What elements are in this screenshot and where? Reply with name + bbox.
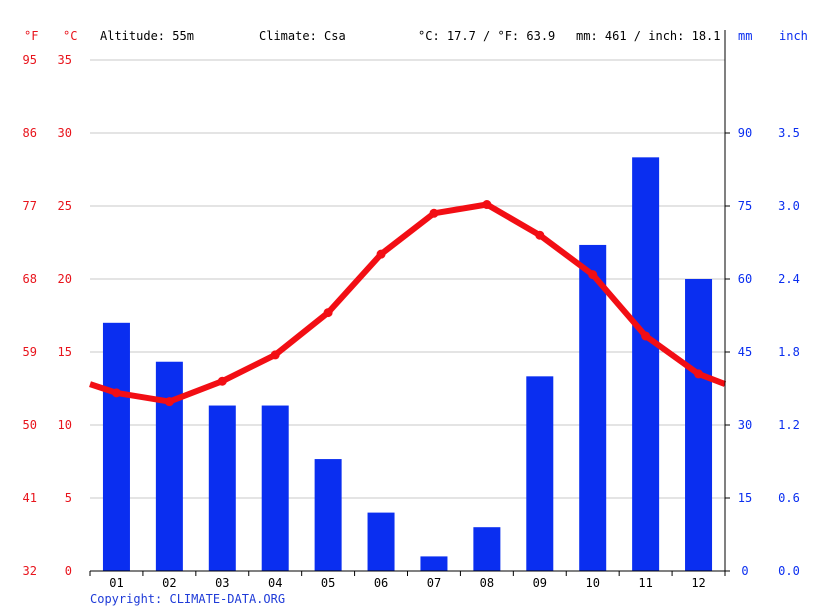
month-tick-label: 04 — [268, 576, 282, 590]
temperature-point — [694, 369, 704, 379]
temperature-point — [588, 270, 598, 280]
fahrenheit-tick-label: 68 — [23, 272, 37, 286]
temperature-point — [164, 397, 174, 407]
precipitation-bar — [420, 556, 448, 571]
axes — [89, 30, 730, 576]
celsius-tick-label: 30 — [58, 126, 72, 140]
precipitation-bar — [155, 361, 183, 571]
month-tick-label: 11 — [638, 576, 652, 590]
celsius-tick-label: 35 — [58, 53, 72, 67]
precipitation-bar — [102, 322, 130, 571]
precipitation-bar — [473, 527, 501, 571]
celsius-tick-label: 15 — [58, 345, 72, 359]
fahrenheit-tick-label: 77 — [23, 199, 37, 213]
celsius-tick-label: 5 — [65, 491, 72, 505]
month-tick-label: 06 — [374, 576, 388, 590]
unit-fahrenheit-label: °F — [24, 29, 38, 43]
celsius-tick-label: 25 — [58, 199, 72, 213]
mm-tick-label: 45 — [738, 345, 752, 359]
unit-celsius-label: °C — [63, 29, 77, 43]
mm-tick-label: 30 — [738, 418, 752, 432]
axis-labels: 0 32 5 41 10 50 15 59 20 68 25 77 30 86 35 95 0 0.0 15 0.6 3… — [23, 53, 800, 590]
mm-tick-label: 15 — [738, 491, 752, 505]
month-tick-label: 08 — [480, 576, 494, 590]
month-tick-label: 05 — [321, 576, 335, 590]
precipitation-total-label: mm: 461 / inch: 18.1 — [576, 29, 721, 43]
temperature-point — [270, 350, 280, 360]
copyright-label: Copyright: CLIMATE-DATA.ORG — [90, 592, 285, 606]
fahrenheit-tick-label: 86 — [23, 126, 37, 140]
precipitation-bar — [579, 244, 607, 571]
month-tick-label: 01 — [109, 576, 123, 590]
precipitation-bar — [367, 512, 395, 571]
altitude-label: Altitude: 55m — [100, 29, 194, 43]
inch-tick-label: 2.4 — [778, 272, 800, 286]
temperature-point — [376, 249, 386, 259]
fahrenheit-tick-label: 95 — [23, 53, 37, 67]
climate-label: Climate: Csa — [259, 29, 346, 43]
precipitation-bar — [314, 459, 342, 571]
precipitation-bars — [102, 157, 713, 572]
precipitation-bar — [632, 157, 660, 572]
temperature-series-line — [89, 201, 727, 405]
fahrenheit-tick-label: 32 — [23, 564, 37, 578]
month-tick-label: 07 — [427, 576, 441, 590]
temperature-point — [429, 208, 439, 218]
temperature-point — [482, 200, 492, 210]
inch-tick-label: 3.0 — [778, 199, 800, 213]
inch-tick-label: 0.6 — [778, 491, 800, 505]
temperature-point — [641, 331, 651, 341]
fahrenheit-tick-label: 41 — [23, 491, 37, 505]
month-tick-label: 09 — [533, 576, 547, 590]
mm-tick-label: 90 — [738, 126, 752, 140]
month-tick-label: 10 — [585, 576, 599, 590]
mm-tick-label: 60 — [738, 272, 752, 286]
inch-tick-label: 1.2 — [778, 418, 800, 432]
inch-tick-label: 0.0 — [778, 564, 800, 578]
inch-tick-label: 3.5 — [778, 126, 800, 140]
month-tick-label: 12 — [691, 576, 705, 590]
precipitation-bar — [208, 405, 236, 571]
temperature-average-label: °C: 17.7 / °F: 63.9 — [418, 29, 555, 43]
fahrenheit-tick-label: 50 — [23, 418, 37, 432]
grid-lines — [90, 59, 725, 499]
celsius-tick-label: 20 — [58, 272, 72, 286]
temperature-line — [89, 200, 727, 407]
mm-tick-label: 75 — [738, 199, 752, 213]
temperature-point — [535, 230, 545, 240]
precipitation-bar — [526, 376, 554, 571]
month-tick-label: 03 — [215, 576, 229, 590]
month-tick-label: 02 — [162, 576, 176, 590]
temperature-point — [111, 388, 121, 398]
precipitation-bar — [261, 405, 289, 571]
mm-tick-label: 0 — [741, 564, 748, 578]
temperature-point — [217, 376, 227, 386]
celsius-tick-label: 10 — [58, 418, 72, 432]
fahrenheit-tick-label: 59 — [23, 345, 37, 359]
temperature-point — [323, 308, 333, 318]
unit-inch-label: inch — [779, 29, 808, 43]
precipitation-bar — [685, 279, 713, 571]
unit-mm-label: mm — [738, 29, 752, 43]
inch-tick-label: 1.8 — [778, 345, 800, 359]
celsius-tick-label: 0 — [65, 564, 72, 578]
